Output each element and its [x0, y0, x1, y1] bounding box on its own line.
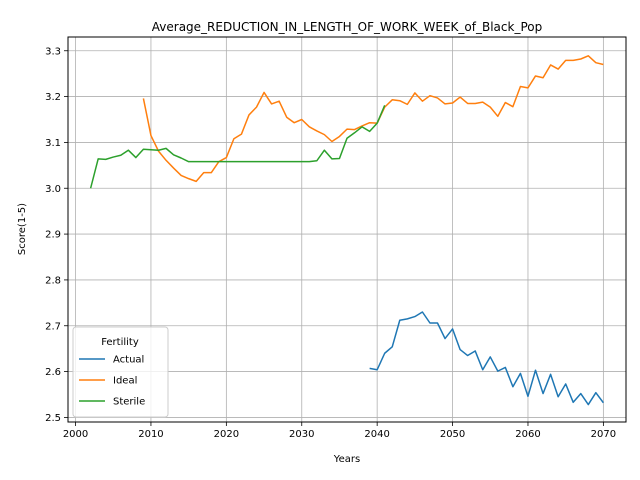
- x-tick-label: 2050: [440, 429, 465, 440]
- chart-title: Average_REDUCTION_IN_LENGTH_OF_WORK_WEEK…: [152, 20, 542, 34]
- series-line-actual: [369, 311, 604, 406]
- y-tick-label: 2.6: [45, 367, 61, 378]
- legend-label-actual: Actual: [113, 355, 144, 366]
- x-tick-label: 2020: [214, 429, 239, 440]
- y-tick-label: 2.9: [45, 230, 61, 241]
- x-tick-label: 2070: [591, 429, 616, 440]
- series-line-sterile: [89, 104, 386, 189]
- x-tick-label: 2040: [364, 429, 389, 440]
- plot-frame: [67, 36, 627, 423]
- y-tick-label: 2.7: [45, 321, 61, 332]
- y-tick-label: 2.8: [45, 275, 61, 286]
- y-tick-label: 3.1: [45, 138, 61, 149]
- x-tick-label: 2000: [63, 429, 88, 440]
- legend-box: [72, 326, 169, 418]
- x-tick-label: 2060: [515, 429, 540, 440]
- x-tick-label: 2030: [289, 429, 314, 440]
- legend: Fertility Actual Ideal Sterile: [72, 326, 169, 418]
- y-tick-label: 3.3: [45, 46, 61, 57]
- y-axis-label: Score(1-5): [17, 203, 28, 255]
- x-axis-ticks: 2000 2010 2020 2030 2040 2050 2060 2070: [63, 422, 616, 440]
- x-tick-label: 2010: [138, 429, 163, 440]
- x-axis-label: Years: [333, 454, 360, 465]
- y-tick-label: 3.2: [45, 92, 61, 103]
- legend-label-ideal: Ideal: [113, 376, 137, 387]
- series-layer: [89, 55, 604, 406]
- legend-items: Actual Ideal Sterile: [79, 355, 145, 408]
- y-tick-label: 2.5: [45, 413, 61, 424]
- legend-label-sterile: Sterile: [113, 397, 145, 408]
- y-axis-ticks: 2.5 2.6 2.7 2.8 2.9 3.0 3.1 3.2 3.3: [45, 46, 68, 424]
- legend-title: Fertility: [101, 337, 139, 348]
- y-tick-label: 3.0: [45, 184, 61, 195]
